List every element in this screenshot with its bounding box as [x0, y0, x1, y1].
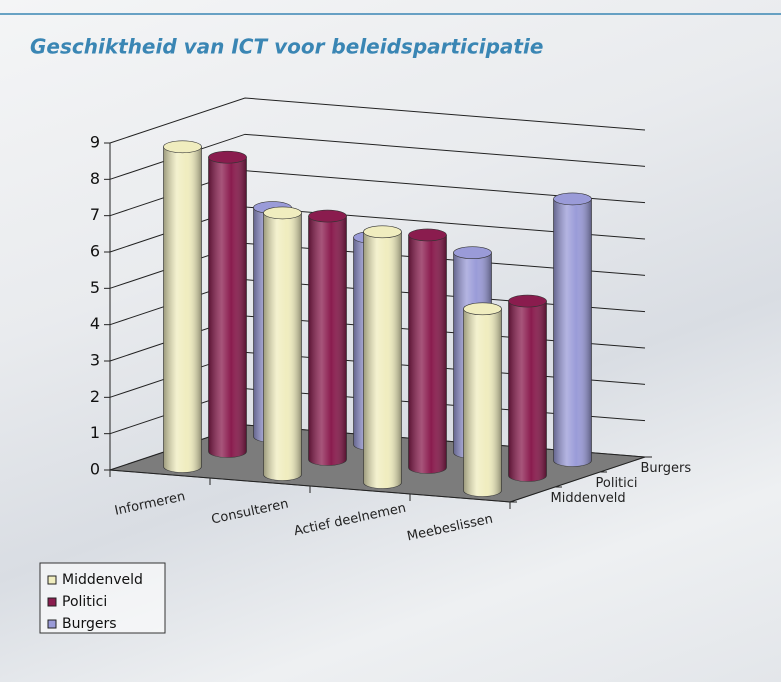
bar-shade: [364, 232, 402, 489]
cylinder: [509, 295, 547, 481]
chart: Geschiktheid van ICT voor beleidspartici…: [0, 0, 781, 682]
legend-swatch: [48, 576, 56, 584]
bar-shade: [309, 216, 347, 465]
y-tick-label: 6: [90, 242, 100, 261]
cylinder: [364, 226, 402, 489]
y-tick-label: 7: [90, 205, 100, 224]
x-tick-label: Actief deelnemen: [293, 501, 408, 539]
bar-top: [364, 226, 402, 238]
y-tick-label: 1: [90, 423, 100, 442]
bar-top: [209, 151, 247, 163]
bar-top: [264, 207, 302, 219]
bar-shade: [409, 235, 447, 474]
depth-label: Burgers: [641, 461, 692, 476]
grid-line: [110, 98, 645, 143]
page: Geschiktheid van ICT voor beleidspartici…: [0, 0, 781, 682]
legend-label: Middenveld: [62, 572, 143, 588]
depth-label: Politici: [596, 476, 638, 491]
bar-shade: [554, 199, 592, 467]
y-tick-label: 3: [90, 351, 100, 370]
x-tick-label: Informeren: [113, 489, 186, 519]
y-tick-label: 9: [90, 133, 100, 152]
depth-label: Middenveld: [551, 491, 626, 506]
bar-top: [554, 193, 592, 205]
cylinder: [554, 193, 592, 467]
bar-shade: [464, 309, 502, 497]
bar-shade: [264, 213, 302, 481]
bar-top: [409, 229, 447, 241]
legend-label: Burgers: [62, 616, 117, 632]
bar-top: [464, 303, 502, 315]
y-tick-label: 4: [90, 314, 100, 333]
y-tick-label: 2: [90, 387, 100, 406]
bar-top: [509, 295, 547, 307]
bar-top: [164, 141, 202, 153]
cylinder: [309, 210, 347, 465]
bar-top: [309, 210, 347, 222]
cylinder: [264, 207, 302, 481]
cylinder: [164, 141, 202, 473]
y-tick-label: 5: [90, 278, 100, 297]
bar-shade: [209, 157, 247, 457]
y-tick-label: 8: [90, 169, 100, 188]
bar-shade: [164, 147, 202, 473]
cylinder: [464, 303, 502, 497]
chart-title: Geschiktheid van ICT voor beleidspartici…: [30, 35, 543, 59]
legend-swatch: [48, 620, 56, 628]
cylinder: [209, 151, 247, 457]
legend-label: Politici: [62, 594, 107, 610]
bar-top: [454, 247, 492, 259]
y-tick-label: 0: [90, 460, 100, 479]
x-tick-label: Meebeslissen: [406, 512, 494, 545]
cylinder: [409, 229, 447, 474]
legend-swatch: [48, 598, 56, 606]
x-tick-label: Consulteren: [210, 497, 290, 528]
bar-shade: [509, 301, 547, 481]
